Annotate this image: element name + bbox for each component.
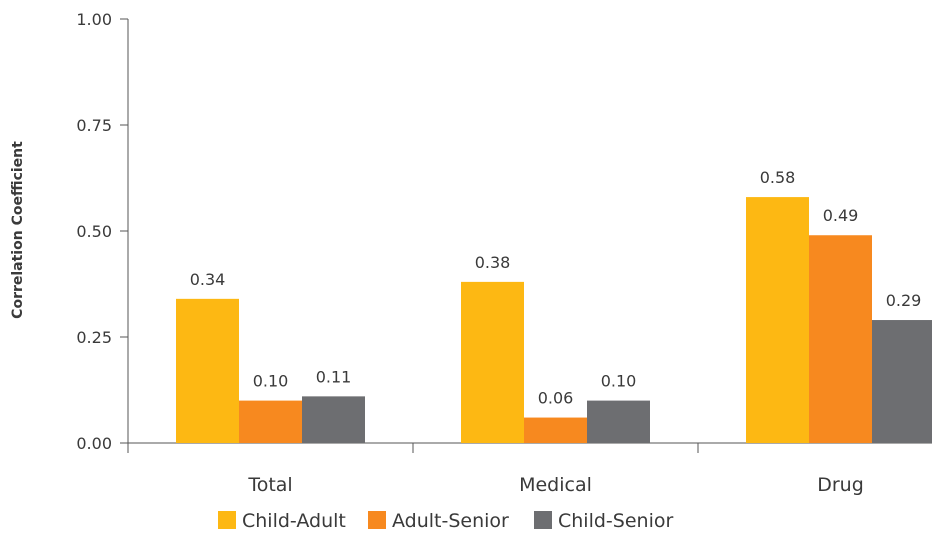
x-category-label: Drug <box>817 474 864 496</box>
bars <box>176 197 932 443</box>
x-category-label: Total <box>247 474 292 496</box>
data-label: 0.34 <box>190 270 226 289</box>
bar-child-adult-medical <box>461 281 524 443</box>
y-tick-label: 0.50 <box>76 222 112 241</box>
y-tick-label: 0.25 <box>76 328 112 347</box>
bar-child-adult-total <box>176 298 239 443</box>
bar-adult-senior-drug <box>809 235 872 443</box>
legend-swatch <box>368 511 386 529</box>
data-label: 0.58 <box>760 168 796 187</box>
x-category-label: Medical <box>519 474 592 496</box>
y-tick-label: 0.00 <box>76 434 112 453</box>
bar-child-adult-drug <box>746 197 809 443</box>
data-label: 0.29 <box>886 291 922 310</box>
data-label: 0.06 <box>538 389 574 408</box>
data-label: 0.49 <box>823 206 859 225</box>
bar-child-senior-medical <box>587 400 650 443</box>
legend-swatch <box>218 511 236 529</box>
data-label: 0.10 <box>601 372 637 391</box>
data-label: 0.38 <box>475 253 511 272</box>
bar-adult-senior-medical <box>524 417 587 443</box>
legend-swatch <box>534 511 552 529</box>
legend-label: Child-Senior <box>558 510 673 532</box>
bar-child-senior-total <box>302 396 365 443</box>
y-tick-label: 1.00 <box>76 10 112 29</box>
legend-label: Child-Adult <box>242 510 346 532</box>
data-label: 0.10 <box>253 372 289 391</box>
data-label: 0.11 <box>316 367 352 386</box>
legend: Child-Adult Adult-Senior Child-Senior <box>218 510 673 532</box>
legend-label: Adult-Senior <box>392 510 509 532</box>
y-tick-label: 0.75 <box>76 116 112 135</box>
bar-adult-senior-total <box>239 400 302 443</box>
y-axis-title: Correlation Coefficient <box>10 141 26 319</box>
data-labels: 0.34 0.10 0.11 0.38 0.06 0.10 0.58 0.49 0.29 <box>190 168 922 407</box>
bar-child-senior-drug <box>872 320 932 443</box>
